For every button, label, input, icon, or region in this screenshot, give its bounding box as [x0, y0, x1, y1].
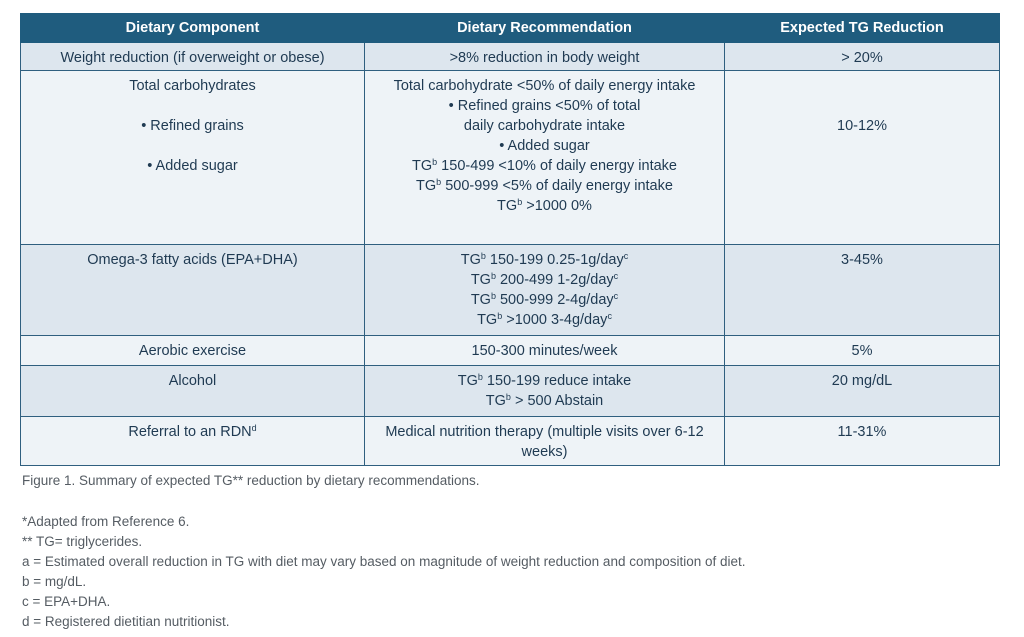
header-expected-tg-reduction: Expected TG Reduction: [724, 13, 1000, 43]
tg-reduction-table: Dietary Component Dietary Recommendation…: [20, 13, 1000, 466]
tg-prefix: TG: [477, 312, 498, 328]
header-dietary-component: Dietary Component: [20, 13, 365, 43]
cell-component: Omega-3 fatty acids (EPA+DHA): [20, 244, 365, 336]
footnote-adapted: *Adapted from Reference 6.: [22, 514, 190, 529]
cell-component: Aerobic exercise: [20, 335, 365, 366]
footnote-tg: ** TG= triglycerides.: [22, 534, 143, 549]
footnote-marker-b: b: [517, 197, 523, 207]
tg-line: TGb 500-999 <5% of daily energy intake: [371, 176, 718, 196]
cell-reduction: 20 mg/dL: [724, 365, 1000, 417]
footnote-marker-c: c: [623, 251, 629, 261]
cell-recommendation: Medical nutrition therapy (multiple visi…: [364, 416, 725, 466]
footnote-marker-b: b: [436, 177, 442, 187]
cell-component: Referral to an RDNd: [20, 416, 365, 466]
table-row-rdn-referral: Referral to an RDNd Medical nutrition th…: [20, 416, 1000, 466]
tg-value: >1000 0%: [522, 198, 592, 214]
tg-prefix: TG: [412, 158, 433, 174]
component-label: Referral to an RDN: [128, 424, 252, 440]
cell-component: Alcohol: [20, 365, 365, 417]
footnote-marker-c: c: [607, 311, 612, 321]
recommendation-line: • Refined grains <50% of total: [448, 98, 641, 114]
footnote-marker-d: d: [251, 423, 257, 433]
cell-reduction: 3-45%: [724, 244, 1000, 336]
tg-value: 200-499 1-2g/day: [495, 272, 614, 288]
tg-line: TGb 150-199 reduce intake: [371, 371, 718, 391]
tg-prefix: TG: [457, 373, 478, 389]
table-row-alcohol: Alcohol TGb 150-199 reduce intake TGb > …: [20, 365, 1000, 417]
tg-value: 150-499 <10% of daily energy intake: [437, 158, 677, 174]
tg-value: 150-199 0.25-1g/day: [485, 252, 624, 268]
tg-value: 500-999 2-4g/day: [495, 292, 614, 308]
component-sub-added-sugar: • Added sugar: [147, 158, 238, 174]
tg-line: TGb 150-199 0.25-1g/dayc: [371, 250, 718, 270]
footnote-marker-b: b: [505, 392, 511, 402]
tg-value: > 500 Abstain: [510, 393, 604, 409]
tg-prefix: TG: [470, 292, 491, 308]
footnote-marker-b: b: [432, 157, 438, 167]
table-row-weight-reduction: Weight reduction (if overweight or obese…: [20, 42, 1000, 71]
table-row-aerobic-exercise: Aerobic exercise 150-300 minutes/week 5%: [20, 335, 1000, 366]
footnote-marker-b: b: [490, 271, 496, 281]
footnote-marker-c: c: [613, 291, 619, 301]
footnote-marker-b: b: [497, 311, 503, 321]
tg-line: TGb >1000 0%: [371, 196, 718, 216]
tg-prefix: TG: [485, 393, 506, 409]
cell-component: Total carbohydrates • Refined grains • A…: [20, 70, 365, 245]
tg-prefix: TG: [416, 178, 437, 194]
footnote-marker-b: b: [477, 372, 483, 382]
figure-caption: Figure 1. Summary of expected TG** reduc…: [22, 473, 480, 488]
footnote-marker-b: b: [480, 251, 486, 261]
recommendation-line: Total carbohydrate <50% of daily energy …: [393, 78, 696, 94]
cell-recommendation: TGb 150-199 0.25-1g/dayc TGb 200-499 1-2…: [364, 244, 725, 336]
cell-reduction: > 20%: [724, 42, 1000, 71]
tg-prefix: TG: [497, 198, 518, 214]
cell-recommendation: 150-300 minutes/week: [364, 335, 725, 366]
table-row-omega-3: Omega-3 fatty acids (EPA+DHA) TGb 150-19…: [20, 244, 1000, 336]
cell-component: Weight reduction (if overweight or obese…: [20, 42, 365, 71]
footnote-marker-b: b: [490, 291, 496, 301]
footnote-c: c = EPA+DHA.: [22, 594, 111, 609]
tg-value: >1000 3-4g/day: [502, 312, 608, 328]
tg-value: 150-199 reduce intake: [482, 373, 632, 389]
tg-value: 500-999 <5% of daily energy intake: [441, 178, 673, 194]
table-header-row: Dietary Component Dietary Recommendation…: [20, 13, 1000, 43]
table-row-total-carbohydrates: Total carbohydrates • Refined grains • A…: [20, 70, 1000, 245]
tg-prefix: TG: [470, 272, 491, 288]
tg-line: TGb > 500 Abstain: [371, 391, 718, 411]
cell-reduction: 11-31%: [724, 416, 1000, 466]
recommendation-line: • Added sugar: [499, 138, 590, 154]
footnote-a: a = Estimated overall reduction in TG wi…: [22, 554, 746, 569]
tg-line: TGb 200-499 1-2g/dayc: [371, 270, 718, 290]
cell-reduction: 10-12%: [724, 70, 1000, 245]
tg-line: TGb 500-999 2-4g/dayc: [371, 290, 718, 310]
footnote-d: d = Registered dietitian nutritionist.: [22, 614, 230, 629]
component-label: Total carbohydrates: [129, 78, 256, 94]
cell-recommendation: TGb 150-199 reduce intake TGb > 500 Abst…: [364, 365, 725, 417]
tg-line: TGb 150-499 <10% of daily energy intake: [371, 156, 718, 176]
tg-line: TGb >1000 3-4g/dayc: [371, 310, 718, 330]
header-dietary-recommendation: Dietary Recommendation: [364, 13, 725, 43]
cell-recommendation: Total carbohydrate <50% of daily energy …: [364, 70, 725, 245]
tg-prefix: TG: [460, 252, 481, 268]
footnote-b: b = mg/dL.: [22, 574, 87, 589]
cell-recommendation: >8% reduction in body weight: [364, 42, 725, 71]
component-sub-refined-grains: • Refined grains: [141, 118, 244, 134]
reduction-value: 10-12%: [837, 118, 887, 134]
recommendation-line: daily carbohydrate intake: [463, 118, 626, 134]
footnote-marker-c: c: [613, 271, 619, 281]
cell-reduction: 5%: [724, 335, 1000, 366]
